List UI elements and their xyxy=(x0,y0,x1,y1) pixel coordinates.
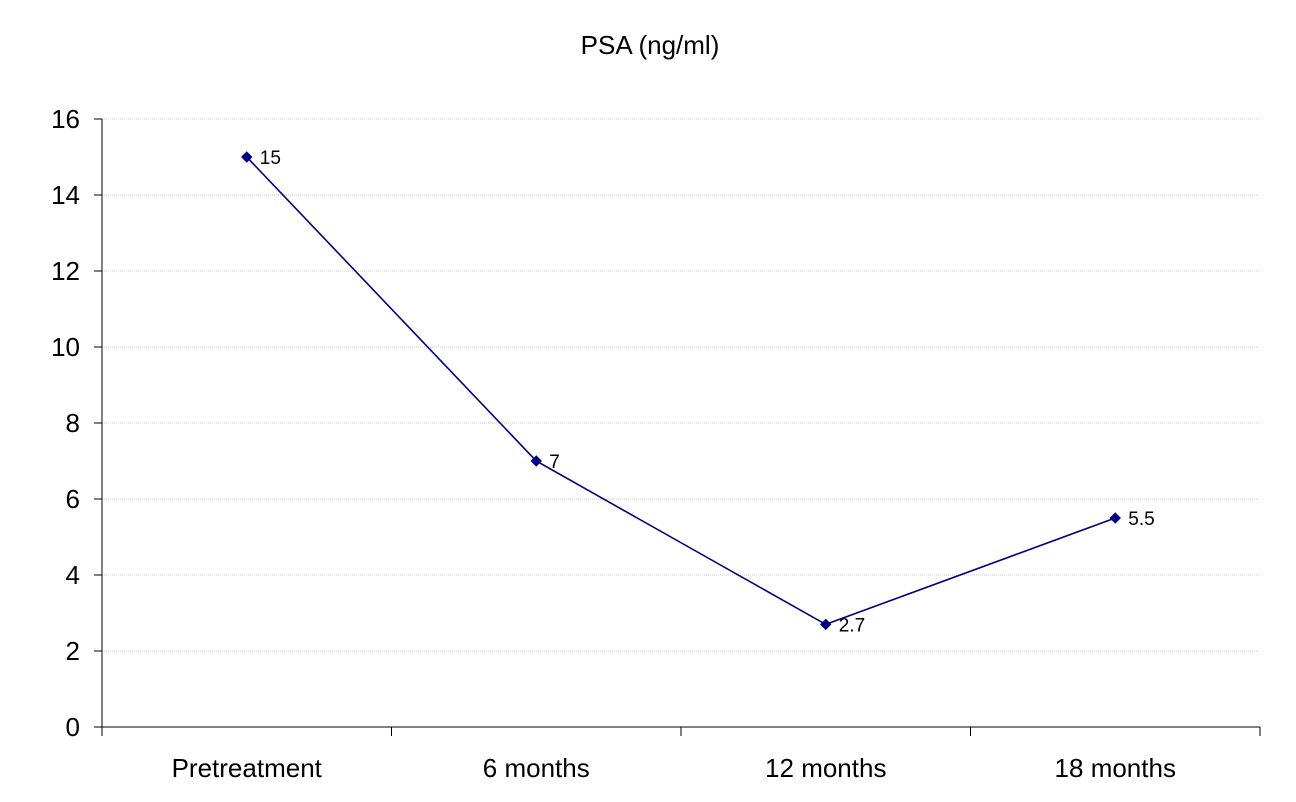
chart-title: PSA (ng/ml) xyxy=(581,30,720,60)
y-tick-label: 12 xyxy=(51,256,80,286)
data-label: 5.5 xyxy=(1128,509,1154,530)
data-point-marker xyxy=(241,151,253,163)
data-labels: 15 7 2.7 5.5 xyxy=(260,148,1155,636)
y-tick-label: 2 xyxy=(66,636,80,666)
series-line xyxy=(246,156,1116,626)
series-line-path xyxy=(246,156,1116,626)
y-tick-label: 16 xyxy=(51,104,80,134)
x-tick-label: 12 months xyxy=(765,753,886,783)
y-tick-label: 14 xyxy=(51,180,80,210)
data-label: 2.7 xyxy=(839,615,865,636)
data-point-marker xyxy=(820,618,832,631)
y-tick-label: 4 xyxy=(66,560,80,590)
y-tick-label: 8 xyxy=(66,408,80,438)
y-tick-label: 10 xyxy=(51,332,80,362)
x-axis-tick-labels: Pretreatment 6 months 12 months 18 months xyxy=(172,753,1176,783)
y-axis-tick-labels: 0 2 4 6 8 10 12 14 16 xyxy=(51,104,80,742)
data-point-marker xyxy=(530,455,542,467)
data-point-marker xyxy=(1109,512,1121,524)
gridlines xyxy=(102,118,1260,652)
x-tick-label: Pretreatment xyxy=(172,753,323,783)
x-tick-label: 18 months xyxy=(1055,753,1176,783)
x-tick-label: 6 months xyxy=(483,753,590,783)
data-label: 7 xyxy=(549,452,560,473)
data-label: 15 xyxy=(260,148,281,169)
series-markers xyxy=(241,151,1121,631)
y-tick-label: 6 xyxy=(66,484,80,514)
y-tick-label: 0 xyxy=(66,712,80,742)
axes xyxy=(94,118,1261,736)
